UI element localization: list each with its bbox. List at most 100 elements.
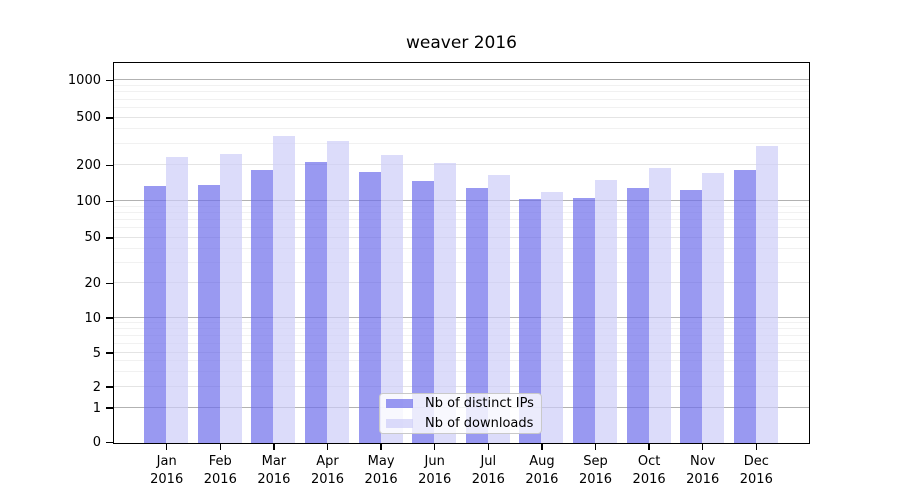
x-tick-mark bbox=[433, 444, 436, 450]
minor-gridline bbox=[114, 262, 809, 264]
y-tick-label: 10 bbox=[84, 310, 101, 326]
y-tick-label: 100 bbox=[76, 194, 101, 210]
minor-gridline bbox=[114, 128, 809, 130]
minor-gridline bbox=[114, 322, 809, 324]
y-tick-label: 1 bbox=[92, 400, 101, 416]
gridline bbox=[114, 164, 809, 166]
x-tick-label: May 2016 bbox=[364, 454, 398, 487]
bar-downloads-mar bbox=[273, 135, 296, 443]
bar-distinct-ips-jan bbox=[144, 185, 167, 443]
gridline bbox=[114, 282, 809, 284]
grid-layer bbox=[114, 63, 809, 443]
major-gridline bbox=[114, 316, 809, 318]
bar-distinct-ips-feb bbox=[197, 184, 220, 443]
y-tick-label: 200 bbox=[76, 158, 101, 174]
x-tick-mark bbox=[380, 444, 382, 450]
x-tick-mark bbox=[648, 444, 650, 450]
major-gridline bbox=[114, 200, 809, 202]
gridline bbox=[114, 116, 809, 118]
x-tick-label: Feb 2016 bbox=[203, 454, 237, 487]
bar-downloads-apr bbox=[326, 140, 349, 443]
bar-distinct-ips-apr bbox=[304, 162, 327, 443]
bar-distinct-ips-sep bbox=[572, 197, 595, 443]
y-tick-mark bbox=[106, 117, 113, 119]
bar-distinct-ips-may bbox=[358, 171, 381, 443]
gridline bbox=[114, 351, 809, 353]
legend-swatch-downloads bbox=[386, 418, 413, 428]
x-tick-label: Apr 2016 bbox=[310, 454, 345, 487]
gridline bbox=[114, 236, 809, 238]
x-tick-mark bbox=[541, 444, 543, 450]
minor-gridline bbox=[114, 360, 809, 362]
bar-downloads-oct bbox=[648, 167, 671, 443]
minor-gridline bbox=[114, 342, 809, 344]
x-tick-label: Aug 2016 bbox=[525, 454, 559, 487]
legend-label-downloads: Nb of downloads bbox=[425, 415, 534, 431]
bar-downloads-feb bbox=[219, 153, 242, 443]
minor-gridline bbox=[114, 143, 809, 145]
minor-gridline bbox=[114, 334, 809, 336]
bars-layer bbox=[114, 63, 809, 443]
legend-entry-distinct-ips: Nb of distinct IPs bbox=[380, 394, 541, 414]
x-tick-mark bbox=[273, 444, 275, 450]
minor-gridline bbox=[114, 106, 809, 108]
bar-downloads-jun bbox=[434, 163, 457, 443]
minor-gridline bbox=[114, 206, 809, 207]
legend-label-distinct-ips: Nb of distinct IPs bbox=[425, 396, 534, 412]
minor-gridline bbox=[114, 212, 809, 214]
y-tick-mark bbox=[106, 352, 113, 354]
y-tick-mark bbox=[106, 200, 113, 203]
bar-distinct-ips-nov bbox=[680, 189, 703, 443]
bar-downloads-nov bbox=[702, 173, 725, 443]
bar-distinct-ips-mar bbox=[251, 169, 274, 443]
minor-gridline bbox=[114, 371, 809, 373]
bar-downloads-sep bbox=[594, 180, 617, 443]
x-tick-mark bbox=[165, 444, 168, 450]
bar-distinct-ips-oct bbox=[626, 188, 649, 443]
y-tick-label: 0 bbox=[92, 434, 101, 450]
minor-gridline bbox=[114, 98, 809, 100]
legend: Nb of distinct IPs Nb of downloads bbox=[379, 393, 542, 434]
minor-gridline bbox=[114, 227, 809, 229]
bar-downloads-jul bbox=[487, 174, 510, 443]
y-tick-mark bbox=[106, 441, 113, 444]
y-tick-mark bbox=[106, 79, 113, 82]
y-tick-label: 2 bbox=[92, 379, 101, 395]
y-tick-label: 1000 bbox=[67, 72, 101, 88]
x-tick-label: Jun 2016 bbox=[418, 454, 452, 487]
x-tick-label: Nov 2016 bbox=[686, 454, 720, 487]
bar-downloads-dec bbox=[755, 145, 778, 443]
x-tick-mark bbox=[755, 444, 758, 450]
plot-area: Nb of distinct IPs Nb of downloads bbox=[113, 62, 810, 444]
x-tick-mark bbox=[701, 444, 704, 450]
minor-gridline bbox=[114, 219, 809, 221]
minor-gridline bbox=[114, 247, 809, 249]
x-tick-label: Jul 2016 bbox=[471, 454, 505, 487]
bar-downloads-jan bbox=[166, 157, 189, 443]
x-tick-label: Mar 2016 bbox=[257, 454, 291, 487]
y-axis: 0 1 2 5 10 20 50 100 200 500 1000 bbox=[0, 62, 113, 450]
bar-downloads-may bbox=[380, 155, 403, 443]
x-tick-mark bbox=[487, 444, 490, 450]
y-tick-mark bbox=[106, 317, 113, 319]
y-tick-mark bbox=[106, 164, 113, 167]
minor-gridline bbox=[114, 91, 809, 93]
y-tick-label: 5 bbox=[92, 345, 101, 361]
gridline bbox=[114, 386, 809, 388]
y-tick-label: 50 bbox=[84, 230, 101, 246]
legend-entry-downloads: Nb of downloads bbox=[380, 414, 541, 434]
x-tick-label: Sep 2016 bbox=[578, 454, 613, 487]
y-tick-label: 20 bbox=[84, 275, 101, 291]
major-gridline bbox=[114, 79, 809, 81]
minor-gridline bbox=[114, 85, 809, 87]
x-tick-mark bbox=[219, 444, 222, 450]
x-tick-label: Jan 2016 bbox=[150, 454, 184, 487]
x-tick-label: Dec 2016 bbox=[739, 454, 773, 487]
x-tick-mark bbox=[326, 444, 329, 450]
y-tick-label: 500 bbox=[76, 110, 101, 126]
legend-swatch-distinct-ips bbox=[386, 399, 413, 409]
x-tick-label: Oct 2016 bbox=[632, 454, 666, 487]
bar-distinct-ips-jul bbox=[465, 188, 488, 443]
bar-downloads-aug bbox=[541, 191, 564, 443]
